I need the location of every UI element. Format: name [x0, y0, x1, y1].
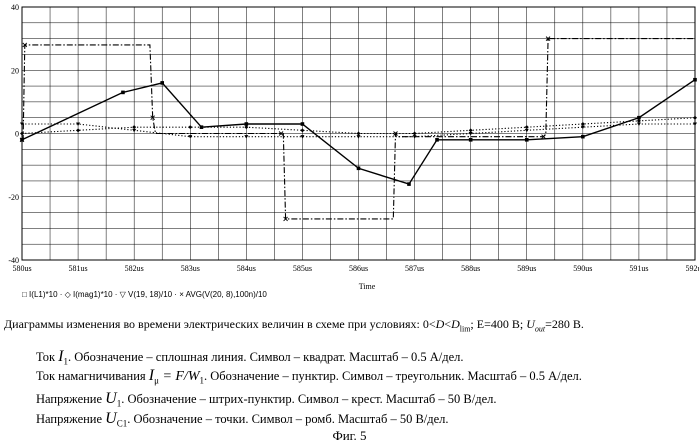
- legend-line-voltage-uc1: Напряжение UC1. Обозначение – точки. Сим…: [36, 410, 449, 429]
- data-point-square: [160, 81, 164, 85]
- x-tick-label: 592us: [685, 264, 699, 273]
- y-tick-label: -40: [8, 256, 19, 265]
- data-point-square: [525, 138, 529, 142]
- x-tick-label: 590us: [573, 264, 592, 273]
- data-point-diamond: [132, 125, 136, 129]
- legend-line-current-i1: Ток I1. Обозначение – сплошная линия. Си…: [36, 348, 464, 367]
- data-point-triangle: [132, 129, 136, 133]
- x-tick-label: 581us: [69, 264, 88, 273]
- figure-caption: Фиг. 5: [0, 428, 699, 444]
- data-point-square: [357, 166, 361, 170]
- data-point-triangle: [637, 123, 641, 127]
- x-tick-label: 583us: [181, 264, 200, 273]
- chart-axes: 580us 581us 582us 583us 584us 585us 586us 587us…: [8, 3, 699, 273]
- data-point-diamond: [581, 122, 585, 126]
- data-point-square: [435, 138, 439, 142]
- x-tick-label: 589us: [517, 264, 536, 273]
- x-tick-label: 580us: [12, 264, 31, 273]
- conditions-text: Диаграммы изменения во времени электриче…: [4, 317, 584, 333]
- data-point-diamond: [300, 128, 304, 132]
- y-tick-label: 0: [15, 130, 19, 139]
- data-point-diamond: [76, 128, 80, 132]
- data-point-diamond: [188, 125, 192, 129]
- data-point-diamond: [357, 132, 361, 136]
- data-point-triangle: [357, 135, 361, 139]
- chart-svg: 580us 581us 582us 583us 584us 585us 586us 587us…: [0, 0, 699, 300]
- data-point-square: [581, 135, 585, 139]
- y-tick-label: 20: [11, 66, 19, 75]
- data-point-triangle: [244, 135, 248, 139]
- x-tick-label: 588us: [461, 264, 480, 273]
- data-point-square: [301, 122, 305, 126]
- y-tick-label: 40: [11, 3, 19, 12]
- data-point-diamond: [525, 125, 529, 129]
- data-point-square: [121, 91, 125, 95]
- x-tick-label: 591us: [629, 264, 648, 273]
- data-point-square: [407, 182, 411, 186]
- x-tick-label: 582us: [125, 264, 144, 273]
- data-point-triangle: [525, 129, 529, 133]
- y-tick-label: -20: [8, 193, 19, 202]
- data-point-diamond: [413, 132, 417, 136]
- x-tick-label: 585us: [293, 264, 312, 273]
- data-point-diamond: [469, 128, 473, 132]
- chart-legend: □ I(L1)*10 · ◇ I(mag1)*10 · ▽ V(19, 18)/…: [22, 290, 267, 299]
- legend-line-voltage-u1: Напряжение U1. Обозначение – штрих-пункт…: [36, 390, 497, 409]
- x-tick-label: 587us: [405, 264, 424, 273]
- x-axis-label: Time: [359, 282, 376, 291]
- x-tick-label: 586us: [349, 264, 368, 273]
- data-point-square: [469, 138, 473, 142]
- x-tick-label: 584us: [237, 264, 256, 273]
- legend-line-magnetizing-current: Ток намагничивания Iμ = F/W1. Обозначени…: [36, 367, 582, 386]
